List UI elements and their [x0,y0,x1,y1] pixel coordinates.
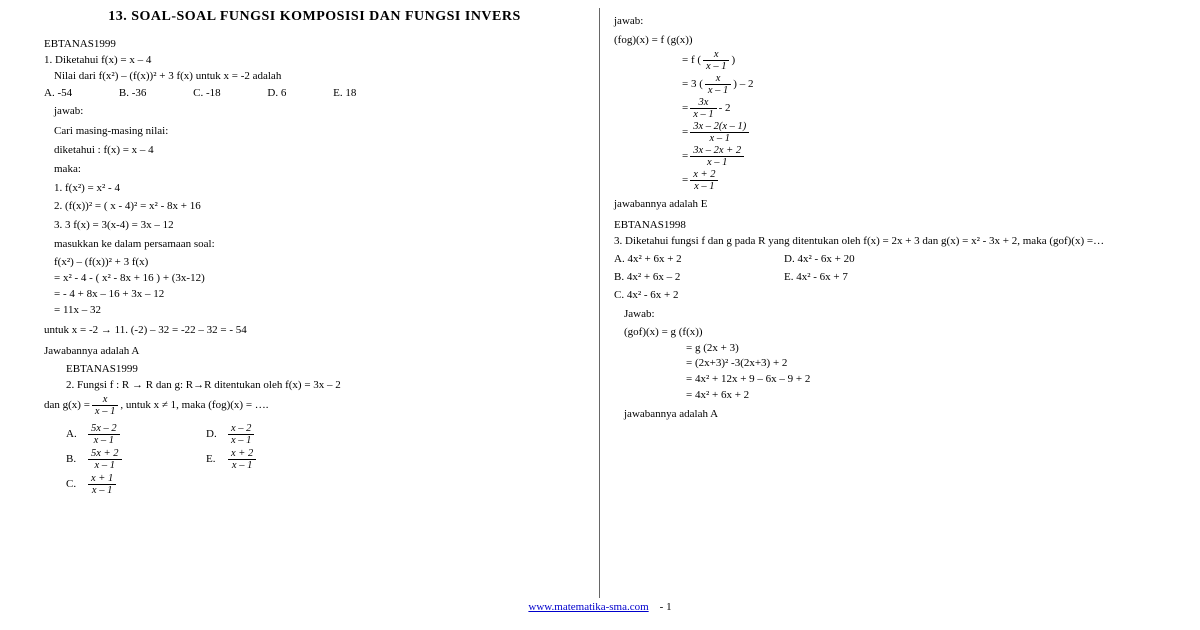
right-column: jawab: (fog)(x) = f (g(x)) = f ( xx – 1)… [600,8,1170,598]
step-2: diketahui : f(x) = x – 4 [54,143,585,158]
q2-suffix: , untuk x ≠ 1, maka (fog)(x) = …. [120,398,268,413]
step-8: f(x²) – (f(x))² + 3 f(x) [54,255,585,270]
q1-line2: Nilai dari f(x²) – (f(x))² + 3 f(x) untu… [54,69,585,84]
q3-opt-d: D. 4x² - 6x + 20 [784,252,855,267]
opt-col-2: D.x – 2x – 1 E.x + 2x – 1 [206,421,346,498]
frac-5: 3x – 2x + 2x – 1 [690,145,744,168]
r-step3: = 3 ( xx – 1) – 2 [614,73,1156,96]
r-step5: = 3x – 2(x – 1)x – 1 [614,121,1156,144]
r-step4: = 3xx – 1 - 2 [614,97,1156,120]
g-step3: = (2x+3)² -3(2x+3) + 2 [686,356,1156,371]
opt-c: C. -18 [193,87,243,99]
q1-line1: 1. Diketahui f(x) = x – 4 [44,53,585,68]
opt-d: D. 6 [267,87,308,99]
step-11: = 11x – 32 [54,303,585,318]
step-3: maka: [54,162,585,177]
r-step6: = 3x – 2x + 2x – 1 [614,145,1156,168]
answer-1: Jawabannya adalah A [44,344,585,359]
g-step4: = 4x² + 12x + 9 – 6x – 9 + 2 [686,372,1156,387]
q3-opt-c: C. 4x² - 6x + 2 [614,288,1156,303]
frac-2: xx – 1 [705,73,731,96]
g-step1: (gof)(x) = g (f(x)) [624,325,1156,340]
exam-header-3: EBTANAS1998 [614,218,1156,233]
q3-opt-b: B. 4x² + 6x – 2 [614,270,784,285]
q3-line1: 3. Diketahui fungsi f dan g pada R yang … [614,234,1156,249]
step-7: masukkan ke dalam persamaan soal: [54,237,585,252]
opt-c2: C.x + 1x – 1 [66,473,206,496]
q3-row1: A. 4x² + 6x + 2 D. 4x² - 6x + 20 [614,252,1156,267]
footer-link[interactable]: www.matematika-sma.com [528,601,648,613]
frac-4: 3x – 2(x – 1)x – 1 [690,121,749,144]
opt-a2: A.5x – 2x – 1 [66,423,206,446]
opt-a: A. -54 [44,87,94,99]
step-1: Cari masing-masing nilai: [54,124,585,139]
r-step7: = x + 2x – 1 [614,169,1156,192]
r-step2: = f ( xx – 1) [614,49,1156,72]
opt-b: B. -36 [119,87,169,99]
jawab-2: jawab: [614,14,1156,29]
step-9: = x² - 4 - ( x² - 8x + 16 ) + (3x-12) [54,271,585,286]
step-4: 1. f(x²) = x² - 4 [54,181,585,196]
r-step1: (fog)(x) = f (g(x)) [614,33,1156,48]
g-step5: = 4x² + 6x + 2 [686,388,1156,403]
step-6: 3. 3 f(x) = 3(x-4) = 3x – 12 [54,218,585,233]
g-step2: = g (2x + 3) [686,341,1156,356]
q1-options: A. -54 B. -36 C. -18 D. 6 E. 18 [44,86,585,101]
answer-3: jawabannya adalah A [624,407,1156,422]
exam-header-2: EBTANAS1999 [66,362,585,377]
q3-opt-a: A. 4x² + 6x + 2 [614,252,784,267]
exam-header-1: EBTANAS1999 [44,37,585,52]
page-footer: www.matematika-sma.com - 1 [30,600,1170,615]
step-5: 2. (f(x))² = ( x - 4)² = x² - 8x + 16 [54,199,585,214]
page-title: 13. SOAL-SOAL FUNGSI KOMPOSISI DAN FUNGS… [44,8,585,27]
frac-3: 3xx – 1 [690,97,716,120]
q3-opt-e: E. 4x² - 6x + 7 [784,270,848,285]
q2-prefix: dan g(x) = [44,398,90,413]
page: 13. SOAL-SOAL FUNGSI KOMPOSISI DAN FUNGS… [30,8,1170,598]
opt-e: E. 18 [333,87,378,99]
q3-row2: B. 4x² + 6x – 2 E. 4x² - 6x + 7 [614,270,1156,285]
q2-line1: 2. Fungsi f : R → R dan g: R→R ditentuka… [66,378,585,393]
jawab-3: Jawab: [624,307,1156,322]
q2-line2: dan g(x) = xx – 1 , untuk x ≠ 1, maka (f… [44,394,585,417]
opt-e2: E.x + 2x – 1 [206,448,346,471]
frac-gx: xx – 1 [92,394,118,417]
q2-options: A.5x – 2x – 1 B.5x + 2x – 1 C.x + 1x – 1… [66,421,585,498]
left-column: 13. SOAL-SOAL FUNGSI KOMPOSISI DAN FUNGS… [30,8,600,598]
answer-2: jawabannya adalah E [614,197,1156,212]
step-10: = - 4 + 8x – 16 + 3x – 12 [54,287,585,302]
opt-b2: B.5x + 2x – 1 [66,448,206,471]
opt-d2: D.x – 2x – 1 [206,423,346,446]
step-12: untuk x = -2 → 11. (-2) – 32 = -22 – 32 … [44,323,585,338]
opt-col-1: A.5x – 2x – 1 B.5x + 2x – 1 C.x + 1x – 1 [66,421,206,498]
frac-1: xx – 1 [703,49,729,72]
footer-page: - 1 [660,601,672,613]
jawab-label: jawab: [54,104,585,119]
frac-6: x + 2x – 1 [690,169,718,192]
